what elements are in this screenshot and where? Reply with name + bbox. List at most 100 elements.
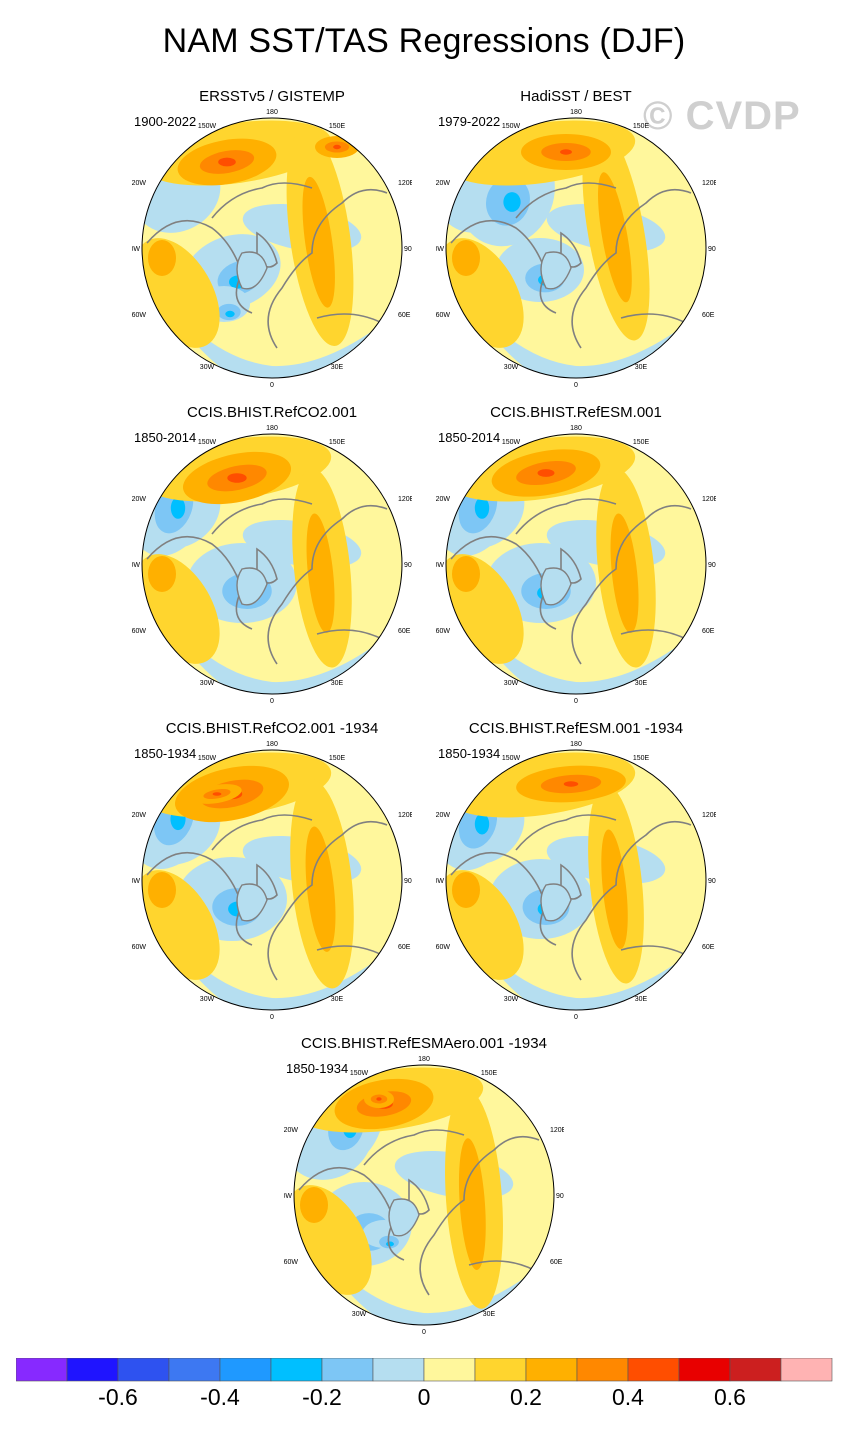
- colorbar-tick-label: 0.6: [714, 1384, 746, 1410]
- longitude-label: 60W: [132, 312, 146, 319]
- longitude-label: 30W: [504, 364, 519, 371]
- map-panel: CCIS.BHIST.RefESMAero.001 -1934 1850-193…: [284, 1035, 564, 1336]
- longitude-label: 150W: [198, 439, 217, 446]
- longitude-label: 90W: [436, 562, 444, 569]
- longitude-label: 30W: [504, 996, 519, 1003]
- colorbar-bin: [780, 1358, 833, 1382]
- colorbar-bin: [66, 1358, 119, 1382]
- longitude-label: 60W: [284, 1259, 298, 1266]
- colorbar-bin: [117, 1358, 170, 1382]
- longitude-label: 150E: [481, 1070, 498, 1077]
- longitude-label: 90E: [708, 246, 716, 253]
- longitude-label: 180: [570, 741, 582, 748]
- colorbar-bin: [270, 1358, 323, 1382]
- colorbar-bin: [576, 1358, 629, 1382]
- longitude-label: 150E: [329, 439, 346, 446]
- panel-period: 1850-1934: [134, 746, 197, 761]
- colorbar-bin: [321, 1358, 374, 1382]
- panel-period: 1900-2022: [134, 114, 197, 129]
- longitude-label: 180: [266, 741, 278, 748]
- longitude-label: 30W: [200, 680, 215, 687]
- longitude-label: 0: [574, 382, 578, 389]
- panel-period: 1979-2022: [438, 114, 501, 129]
- colorbar-tick-label: -0.4: [200, 1384, 240, 1410]
- panel-period: 1850-2014: [134, 430, 197, 445]
- longitude-label: 150E: [633, 123, 650, 130]
- longitude-label: 30W: [200, 996, 215, 1003]
- longitude-label: 90W: [436, 878, 444, 885]
- longitude-label: 30W: [200, 364, 215, 371]
- colorbar-bin: [525, 1358, 578, 1382]
- longitude-label: 90E: [404, 562, 412, 569]
- longitude-label: 60W: [436, 312, 450, 319]
- panel-title: CCIS.BHIST.RefESMAero.001 -1934: [301, 1035, 547, 1052]
- longitude-label: 60E: [550, 1259, 563, 1266]
- longitude-label: 30E: [635, 996, 648, 1003]
- colorbar-tick-label: 0.4: [612, 1384, 644, 1410]
- longitude-label: 150E: [329, 123, 346, 130]
- longitude-label: 90W: [436, 246, 444, 253]
- longitude-label: 0: [270, 1014, 274, 1021]
- longitude-label: 60E: [702, 944, 715, 951]
- longitude-label: 90E: [404, 878, 412, 885]
- panel-period: 1850-1934: [438, 746, 501, 761]
- longitude-label: 60W: [436, 628, 450, 635]
- longitude-label: 180: [570, 425, 582, 432]
- longitude-label: 30E: [331, 996, 344, 1003]
- map-panel: CCIS.BHIST.RefCO2.001 -1934 1850-1934 18…: [132, 720, 412, 1021]
- colorbar: [16, 1358, 833, 1382]
- longitude-label: 150E: [329, 755, 346, 762]
- map-panel: ERSSTv5 / GISTEMP 1900-2022 180150W150E1…: [132, 88, 412, 389]
- longitude-label: 120E: [398, 496, 412, 503]
- colorbar-tick-label: 0.2: [510, 1384, 542, 1410]
- map-panel: CCIS.BHIST.RefESM.001 -1934 1850-1934 18…: [436, 720, 716, 1021]
- longitude-label: 90E: [708, 562, 716, 569]
- panel-title: CCIS.BHIST.RefESM.001: [490, 404, 662, 421]
- panel-title: ERSSTv5 / GISTEMP: [199, 88, 345, 105]
- colorbar-bin: [16, 1358, 68, 1382]
- longitude-label: 60W: [436, 944, 450, 951]
- longitude-label: 30E: [331, 364, 344, 371]
- longitude-label: 150W: [198, 755, 217, 762]
- longitude-label: 90W: [132, 562, 140, 569]
- longitude-label: 0: [574, 698, 578, 705]
- longitude-label: 150W: [198, 123, 217, 130]
- longitude-label: 30E: [483, 1311, 496, 1318]
- colorbar-bin: [729, 1358, 782, 1382]
- panel-title: CCIS.BHIST.RefCO2.001 -1934: [165, 720, 379, 737]
- longitude-label: 30E: [635, 364, 648, 371]
- longitude-label: 90E: [404, 246, 412, 253]
- colorbar-bin: [474, 1358, 527, 1382]
- longitude-label: 0: [574, 1014, 578, 1021]
- longitude-label: 150E: [633, 755, 650, 762]
- colorbar-bin: [627, 1358, 680, 1382]
- longitude-label: 60E: [702, 312, 715, 319]
- longitude-label: 60E: [702, 628, 715, 635]
- colorbar-tick-label: -0.6: [98, 1384, 138, 1410]
- longitude-label: 120E: [702, 496, 716, 503]
- longitude-label: 30E: [635, 680, 648, 687]
- longitude-label: 180: [418, 1056, 430, 1063]
- longitude-label: 150W: [502, 439, 521, 446]
- map-panel: HadiSST / BEST 1979-2022 180 150W 150E 120W…: [436, 88, 716, 389]
- longitude-label: 90E: [708, 878, 716, 885]
- colorbar-bin: [423, 1358, 476, 1382]
- longitude-label: 150W: [350, 1070, 369, 1077]
- longitude-label: 30E: [331, 680, 344, 687]
- longitude-label: 180: [570, 109, 582, 116]
- longitude-label: 90W: [284, 1193, 292, 1200]
- longitude-label: 120E: [398, 180, 412, 187]
- longitude-label: 30W: [352, 1311, 367, 1318]
- longitude-label: 120E: [550, 1127, 564, 1134]
- panel-period: 1850-2014: [438, 430, 501, 445]
- panel-title: CCIS.BHIST.RefCO2.001: [186, 404, 358, 421]
